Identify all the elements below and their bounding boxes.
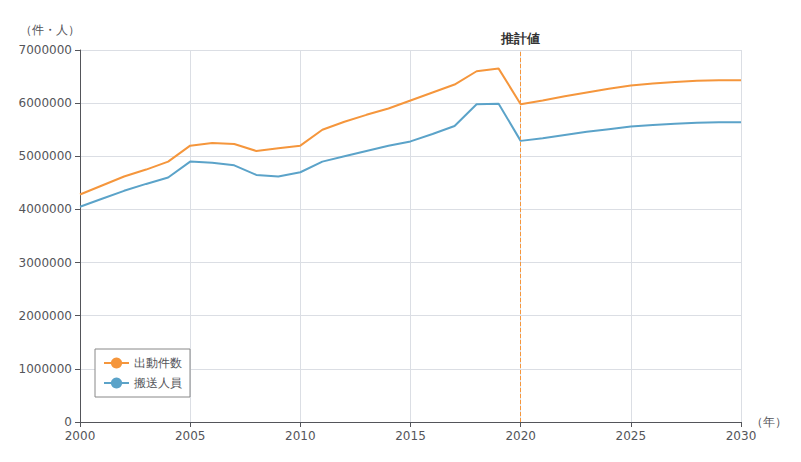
svg-text:（年）: （年） [751, 415, 787, 429]
svg-text:（件・人）: （件・人） [20, 23, 80, 37]
svg-text:2030: 2030 [726, 429, 757, 443]
svg-text:搬送人員: 搬送人員 [134, 376, 182, 390]
svg-text:7000000: 7000000 [19, 43, 72, 57]
svg-text:出動件数: 出動件数 [134, 356, 182, 370]
svg-text:4000000: 4000000 [19, 202, 72, 216]
svg-text:6000000: 6000000 [19, 96, 72, 110]
svg-text:推計値: 推計値 [500, 31, 540, 46]
svg-text:2000: 2000 [65, 429, 96, 443]
svg-text:0: 0 [64, 415, 72, 429]
svg-text:2005: 2005 [175, 429, 206, 443]
svg-text:2010: 2010 [285, 429, 316, 443]
svg-text:2015: 2015 [395, 429, 426, 443]
svg-text:5000000: 5000000 [19, 149, 72, 163]
svg-text:1000000: 1000000 [19, 362, 72, 376]
svg-text:3000000: 3000000 [19, 256, 72, 270]
svg-text:2025: 2025 [616, 429, 647, 443]
svg-text:2000000: 2000000 [19, 309, 72, 323]
svg-text:2020: 2020 [505, 429, 536, 443]
